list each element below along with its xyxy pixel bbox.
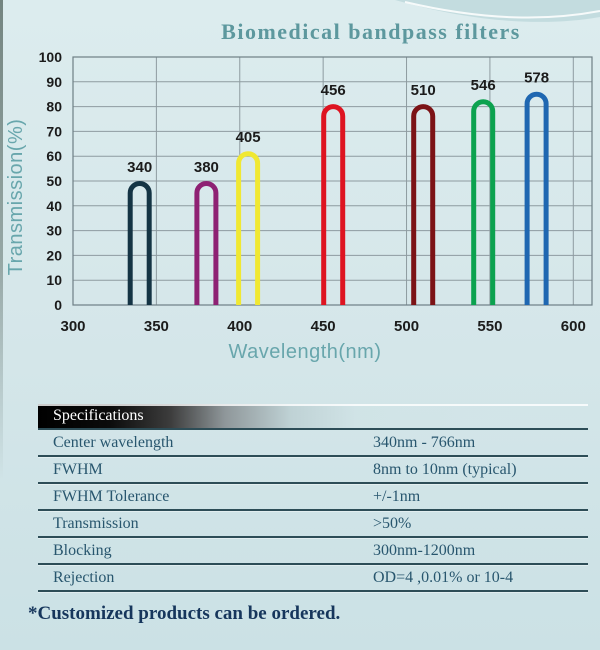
y-tick-label: 100 [39,49,63,65]
filter-band-label-405: 405 [236,129,261,146]
y-tick-label: 90 [46,74,62,90]
y-tick-label: 0 [54,297,62,313]
filter-band-label-340: 340 [127,159,152,176]
spec-row-fwhm: FWHM 8nm to 10nm (typical) [38,457,588,484]
spec-label: Center wavelength [53,434,174,451]
tick-labels: 0 10 20 30 40 50 60 70 80 90 100 300 350 400 450 500 550… [39,49,586,335]
filter-band-label-456: 456 [321,82,346,99]
y-tick-label: 50 [46,173,62,189]
x-tick-label: 300 [60,318,85,335]
page-title: Biomedical bandpass filters [221,19,521,44]
spec-value: OD=4 ,0.01% or 10-4 [373,569,514,586]
y-axis-title: Transmission(%) [5,118,27,276]
plot-border [72,56,593,306]
y-tick-label: 80 [46,99,62,115]
footnote: *Customized products can be ordered. [28,603,341,624]
filter-band-label-546: 546 [471,77,496,94]
spec-row-transmission: Transmission >50% [38,511,588,538]
spec-label: FWHM [53,461,103,478]
spec-label: FWHM Tolerance [53,488,170,505]
y-tick-label: 30 [46,223,62,239]
filter-band-380 [194,181,219,305]
spec-label: Rejection [53,569,115,586]
filter-band-456 [321,104,346,305]
filter-band-578 [524,91,549,305]
filter-band-546 [471,99,496,305]
x-tick-label: 600 [561,318,586,335]
spec-value: 8nm to 10nm (typical) [373,461,517,478]
filter-band-510 [411,104,436,305]
spec-value: +/-1nm [373,488,421,505]
spec-row-center-wavelength: Center wavelength 340nm - 766nm [38,430,588,457]
filter-bands: 340 380 405 456 510 546 578 [127,70,549,305]
x-tick-label: 350 [144,318,169,335]
x-tick-label: 400 [227,318,252,335]
spec-label: Transmission [53,515,139,532]
y-tick-label: 60 [46,148,62,164]
specifications-header: Specifications [38,404,588,430]
bandpass-chart: 0 10 20 30 40 50 60 70 80 90 100 300 350 400 450 500 550… [39,49,593,335]
filter-band-label-578: 578 [524,70,549,87]
x-axis-title: Wavelength(nm) [228,341,382,363]
filter-band-label-380: 380 [194,159,219,176]
spec-value: 300nm-1200nm [373,542,476,559]
left-edge-shadow [0,0,3,480]
specifications-rows: Center wavelength 340nm - 766nm FWHM 8nm to… [38,430,588,592]
spec-value: 340nm - 766nm [373,434,476,451]
spec-value: >50% [373,515,412,532]
specifications-table: Specifications Center wavelength 340nm - … [38,404,588,592]
filter-band-405 [236,151,261,305]
spec-row-rejection: Rejection OD=4 ,0.01% or 10-4 [38,565,588,592]
spec-row-blocking: Blocking 300nm-1200nm [38,538,588,565]
filter-band-340 [127,181,152,305]
x-tick-label: 450 [311,318,336,335]
x-tick-label: 500 [394,318,419,335]
y-tick-label: 20 [46,247,62,263]
filter-band-label-510: 510 [411,82,436,99]
y-tick-label: 10 [46,272,62,288]
spec-label: Blocking [53,542,112,559]
x-tick-label: 550 [477,318,502,335]
y-tick-label: 70 [46,123,62,139]
y-tick-label: 40 [46,198,62,214]
spec-row-fwhm-tolerance: FWHM Tolerance +/-1nm [38,484,588,511]
